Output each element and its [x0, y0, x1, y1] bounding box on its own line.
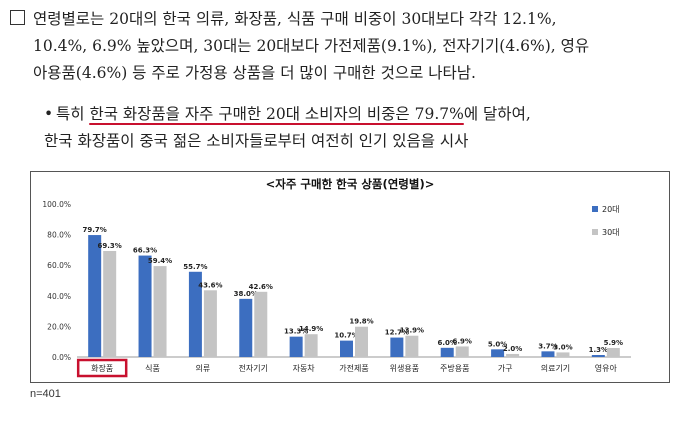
category-label: 가전제품 [339, 363, 368, 373]
bar-30s [153, 266, 167, 357]
data-label: 13.3% [284, 328, 308, 336]
bar-20s [289, 336, 303, 357]
category-label: 의료기기 [541, 363, 570, 373]
legend-label: 20대 [602, 205, 620, 214]
data-label: 10.7% [334, 332, 358, 340]
bullet-icon: • [44, 105, 54, 123]
bar-30s [355, 326, 368, 357]
bar-30s [254, 291, 268, 357]
bar-30s [506, 353, 520, 357]
y-tick-label: 20.0% [47, 322, 71, 331]
bullet-suffix: 에 달하여, [463, 105, 531, 123]
y-tick-label: 0.0% [52, 353, 71, 362]
checkbox-square-icon [10, 10, 25, 25]
bar-20s [340, 340, 353, 357]
data-label: 55.7% [183, 263, 207, 271]
bar-20s [239, 298, 253, 357]
y-tick-label: 60.0% [47, 261, 71, 270]
chart-title: <자주 구매한 한국 상품(연령별)> [265, 177, 435, 191]
chart-frame: <자주 구매한 한국 상품(연령별)> 0.0% 20.0% 40.0% 60.0% 8… [30, 171, 670, 383]
data-label: 14.9% [299, 325, 323, 333]
bar-20s [188, 271, 202, 357]
category-label: 위생용품 [390, 363, 419, 373]
bar-20s [541, 351, 555, 357]
red-underline [89, 123, 464, 125]
highlight-label: 한국 화장품을 자주 구매한 20대 소비자의 비중은 79.7% [89, 105, 464, 123]
bar-30s [455, 346, 469, 357]
data-label: 1.3% [589, 346, 608, 354]
category-label: 자동차 [293, 364, 316, 373]
legend-swatch [592, 229, 598, 235]
bar-20s [88, 235, 102, 357]
data-label: 69.3% [98, 242, 122, 250]
paragraph-line-2: 10.4%, 6.9% 높았으며, 30대는 20대보다 가전제품(9.1%),… [33, 37, 590, 55]
bar-chart: 0.0% 20.0% 40.0% 60.0% 80.0% 100.0% 79.7% 69.3%… [42, 200, 631, 378]
data-label: 42.6% [249, 283, 273, 291]
bar-20s [138, 255, 152, 357]
bar-30s [103, 250, 117, 357]
bar-30s [203, 290, 217, 357]
category-label: 가구 [498, 364, 513, 373]
bar-20s [390, 337, 404, 357]
bar-20s [491, 349, 505, 357]
category-label: 화장품 [91, 363, 113, 373]
bar-30s [556, 352, 570, 357]
bar-30s [606, 347, 620, 357]
bar-20s [591, 355, 605, 357]
y-tick-label: 100.0% [42, 200, 71, 209]
data-label: 5.0% [488, 340, 507, 348]
category-label: 식품 [145, 364, 160, 373]
data-label: 19.8% [349, 318, 373, 326]
data-label: 6.0% [438, 339, 457, 347]
legend-swatch [592, 206, 598, 212]
paragraph-line-1: 연령별로는 20대의 한국 의류, 화장품, 식품 구매 비중이 30대보다 각… [33, 10, 557, 28]
bar-20s [440, 347, 454, 357]
data-label: 43.6% [198, 281, 222, 289]
category-label: 주방용품 [440, 363, 469, 373]
bullet-point: • 특히 한국 화장품을 자주 구매한 20대 소비자의 비중은 79.7% 에 달… [44, 101, 674, 155]
category-label: 전자기기 [239, 363, 268, 373]
data-label: 3.0% [553, 343, 572, 351]
data-label: 13.9% [400, 327, 424, 335]
data-label: 3.7% [538, 342, 557, 350]
category-label: 의류 [196, 363, 211, 373]
data-label: 59.4% [148, 257, 172, 265]
bar-30s [405, 335, 419, 357]
bullet-prefix: 특히 [56, 105, 90, 123]
bar-30s [304, 334, 318, 357]
y-tick-label: 80.0% [47, 231, 71, 240]
data-label: 5.9% [604, 339, 623, 347]
legend-label: 30대 [602, 228, 620, 237]
highlighted-text: 한국 화장품을 자주 구매한 20대 소비자의 비중은 79.7% [89, 105, 464, 125]
paragraph-line-3: 아용품(4.6%) 등 주로 가정용 상품을 더 많이 구매한 것으로 나타남. [33, 64, 476, 82]
data-label: 66.3% [133, 247, 157, 255]
y-tick-label: 40.0% [47, 292, 71, 301]
summary-paragraph: 연령별로는 20대의 한국 의류, 화장품, 식품 구매 비중이 30대보다 각… [10, 6, 670, 87]
data-label: 79.7% [83, 226, 107, 234]
category-highlight-box [76, 358, 128, 378]
data-label: 38.0% [234, 290, 258, 298]
data-label: 6.9% [453, 337, 472, 345]
sample-size-note: n=401 [30, 388, 61, 400]
category-label: 영유아 [595, 363, 618, 373]
bullet-line-2: 한국 화장품이 중국 젊은 소비자들로부터 여전히 인기 있음을 시사 [44, 132, 469, 150]
data-label: 12.7% [385, 329, 409, 337]
data-label: 2.0% [503, 345, 522, 353]
